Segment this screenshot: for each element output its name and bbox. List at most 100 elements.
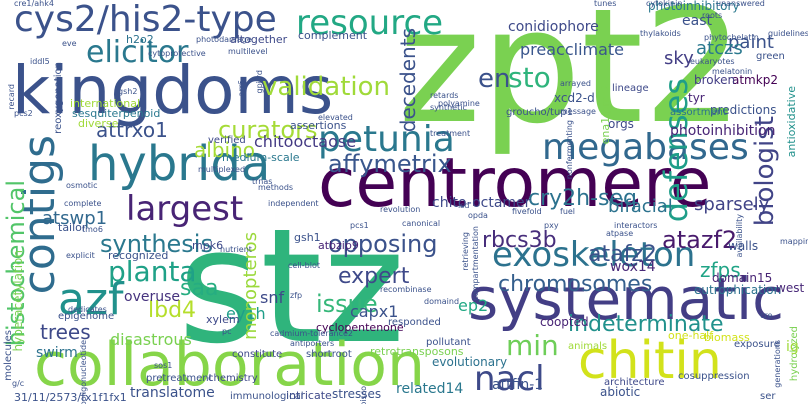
- word-cadmium-tolerance2: cadmium-tolerance2: [270, 329, 353, 338]
- word-antioxidative: antioxidative: [785, 86, 798, 158]
- word-atswp1: atswp1: [42, 208, 108, 229]
- word-disastrous: disastrous: [110, 330, 192, 349]
- word-ig: ig: [786, 339, 799, 355]
- word-atazf2: atazf2: [662, 226, 738, 254]
- word-pcs1: pcs1: [350, 221, 369, 230]
- word-revolution: revolution: [380, 205, 421, 214]
- word-availability: availability: [735, 214, 744, 258]
- word-nutrient: nutrient: [220, 245, 252, 254]
- word-ey1h: ey1h: [226, 304, 266, 323]
- word-systematic: systematic: [468, 265, 784, 333]
- word-stz: stz: [178, 195, 406, 379]
- word-min: min: [506, 329, 559, 362]
- word-wox14: wox14: [610, 259, 656, 275]
- word-melatonin: melatonin: [712, 67, 753, 76]
- word-pxy: pxy: [544, 221, 559, 230]
- word-chemistry: chemistry: [208, 373, 258, 384]
- word-fivefold: fivefold: [512, 207, 542, 216]
- word-bifacial: bifacial: [608, 196, 673, 217]
- word-antiporters: antiporters: [290, 339, 335, 348]
- word-nonfermenting: nonfermenting: [565, 120, 574, 180]
- word-expert: expert: [338, 264, 410, 289]
- word-overuse: overuse: [124, 289, 180, 305]
- word-explicit: explicit: [66, 251, 95, 260]
- word-affymetrix: affymetrix: [328, 150, 452, 178]
- word-date-code: 31/11/2573/fx1f1fx1: [14, 391, 127, 404]
- word-megabases: megabases: [542, 127, 749, 168]
- word-eukaryotes: eukaryotes: [690, 57, 735, 66]
- word-h2o2: h2o2: [126, 33, 154, 46]
- word-attfin-1: attfin-1: [492, 377, 544, 393]
- word-nacl: nacl: [474, 359, 545, 399]
- word-planta: planta: [108, 255, 197, 288]
- word-groucho-tup1: groucho/tup1: [506, 107, 573, 118]
- word-lbd4: lbd4: [148, 298, 197, 323]
- word-opda: opda: [468, 211, 488, 220]
- word-domaind: domaind: [424, 297, 460, 306]
- word-architecture: architecture: [604, 377, 665, 388]
- word-sky: sky: [664, 48, 694, 69]
- word-mpk6: mpk6: [192, 239, 224, 252]
- word-medium-scale: medium-scale: [222, 151, 300, 164]
- word-cytoprotective: cytoprotective: [148, 49, 206, 58]
- word-swirm: swirm: [36, 345, 78, 361]
- word-sesquiterpenoid: sesquiterpenoid: [72, 107, 161, 120]
- word-eve: eve: [62, 39, 77, 48]
- word-interactors: interactors: [614, 221, 658, 230]
- word-complement: complement: [298, 29, 368, 42]
- word-treatment: treatment: [430, 129, 471, 138]
- word-snf: snf: [260, 288, 285, 307]
- word-multilevel: multilevel: [228, 47, 268, 56]
- word-assortment: assortment: [670, 107, 727, 118]
- word-methods: methods: [258, 183, 294, 192]
- word-decedents: decedents: [396, 28, 420, 133]
- word-xylem: xylem: [206, 313, 240, 326]
- word-mapping: mapping: [780, 237, 808, 246]
- word-chromosomes: chromosomes: [498, 272, 653, 297]
- word-cell-blot: cell-blot: [288, 261, 320, 270]
- word-altogether: altogether: [230, 33, 288, 46]
- word-zfps: zfps: [700, 258, 741, 282]
- word-hybrida: hybrida: [88, 136, 271, 192]
- word-epigenome: epigenome: [58, 311, 115, 322]
- word-generations: generations: [773, 340, 782, 388]
- word-zfp: zfp: [290, 291, 303, 300]
- word-resource: resource: [296, 3, 444, 43]
- word-international: international: [70, 97, 141, 110]
- word-tunes: tunes: [594, 0, 617, 8]
- word-recombinase: recombinase: [380, 285, 432, 294]
- word-tyr: tyr: [688, 91, 705, 105]
- word-ep2: ep2: [458, 296, 489, 315]
- word-independent: independent: [268, 199, 319, 208]
- word-reoxygenation: reoxygenation: [53, 62, 64, 134]
- word-fuel: fuel: [560, 207, 576, 216]
- word-domain15: domain15: [712, 271, 773, 285]
- word-cyclopentenone: cyclopentenone: [316, 321, 404, 334]
- word-retards: retards: [430, 91, 459, 100]
- word-ser: ser: [760, 391, 776, 402]
- word-photoinhibitory: photoinhibitory: [648, 0, 740, 13]
- word-exposure: exposure: [734, 339, 780, 350]
- word-rubisco: rubisco: [359, 386, 368, 404]
- word-pretreatment: pretreatment: [146, 373, 213, 384]
- word-polyamine: polyamine: [438, 99, 480, 108]
- word-trnas: trnas: [252, 177, 273, 186]
- word-centromere: centromere: [318, 144, 712, 223]
- word-photoinhibition: photoinhibition: [670, 123, 776, 139]
- word-chitooctaose: chitooctaose: [254, 132, 357, 151]
- word-intricate: intricate: [286, 389, 332, 402]
- word-cytokinin: cytokinin: [646, 0, 683, 8]
- word-pollutant: pollutant: [426, 337, 471, 348]
- word-cys2-his2-type: cys2/his2-type: [14, 0, 277, 40]
- word-ena1-pmr2: ena1/pmr2: [599, 84, 612, 145]
- word-evolutionary: evolutionary: [432, 355, 508, 369]
- word-lsd: lsd: [458, 201, 470, 210]
- word-zpt2: zpt2: [398, 0, 744, 159]
- word-message: message: [560, 107, 596, 116]
- word-compartmentation: compartmentation: [471, 226, 480, 301]
- word-cre1-ahk4: cre1/ahk4: [14, 0, 54, 8]
- word-eutrophication: eutrophication: [694, 283, 782, 297]
- word-molecules: molecules: [3, 330, 14, 381]
- word-retrotransposons: retrotransposons: [370, 345, 464, 358]
